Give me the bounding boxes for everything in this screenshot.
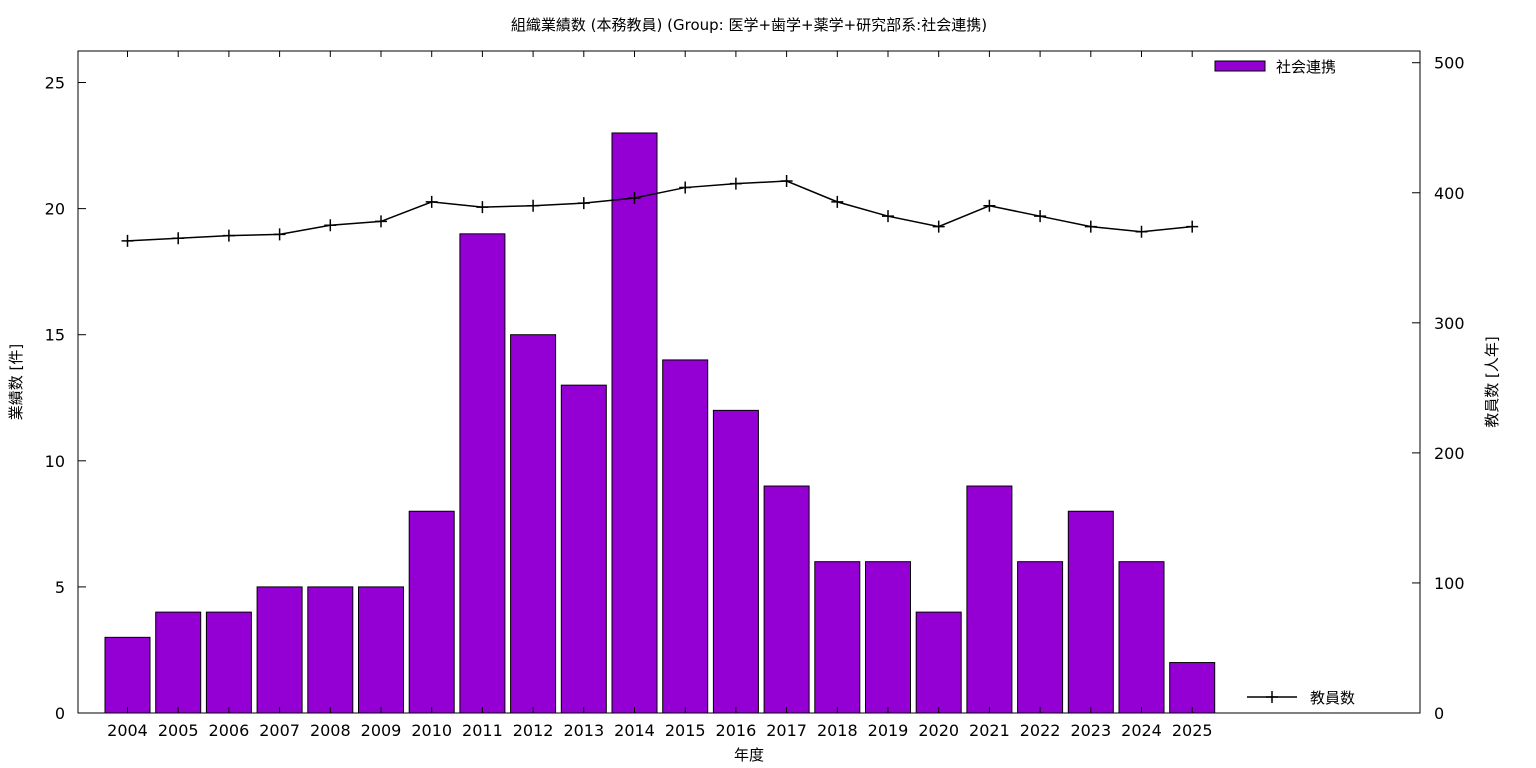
y-tick-label: 15 — [45, 326, 65, 345]
faculty-point-2015 — [679, 181, 692, 194]
faculty-point-2012 — [527, 199, 540, 212]
faculty-point-2009 — [375, 215, 387, 228]
faculty-point-2006 — [222, 229, 235, 242]
bar-2013 — [560, 384, 607, 714]
bar-2007 — [256, 586, 303, 714]
x-tick-label: 2009 — [361, 721, 402, 740]
bar-2024 — [1118, 561, 1165, 714]
x-tick-label: 2013 — [563, 721, 604, 740]
bar-2020 — [915, 611, 962, 714]
bar-2021 — [966, 485, 1013, 714]
y2-tick-label: 300 — [1434, 314, 1465, 333]
faculty-line — [127, 180, 1193, 242]
faculty-point-2004 — [121, 234, 134, 247]
x-tick-label: 2020 — [918, 721, 959, 740]
x-tick-label: 2015 — [665, 721, 706, 740]
bar-2009 — [358, 586, 404, 714]
faculty-point-2022 — [1034, 210, 1047, 223]
y-tick-label: 20 — [45, 200, 65, 219]
y2-tick-label: 400 — [1434, 184, 1465, 203]
bar-2015 — [662, 359, 709, 714]
x-tick-label: 2007 — [259, 721, 300, 740]
x-tick-label: 2018 — [817, 721, 858, 740]
faculty-point-2025 — [1186, 220, 1199, 233]
legend-line-marker — [1266, 691, 1278, 703]
bar-2018 — [814, 561, 861, 714]
faculty-point-2010 — [425, 195, 438, 208]
x-tick-label: 2016 — [716, 721, 757, 740]
faculty-point-2014 — [628, 191, 641, 204]
legend-line-entry: 教員数 — [1247, 689, 1355, 707]
y2-tick-label: 200 — [1434, 444, 1465, 463]
faculty-point-2023 — [1084, 220, 1097, 233]
bar-2005 — [155, 611, 202, 714]
y-tick-label: 10 — [45, 452, 65, 471]
x-tick-label: 2008 — [310, 721, 351, 740]
faculty-point-2013 — [577, 197, 590, 210]
x-axis-label: 年度 — [734, 746, 764, 764]
y-axis-right: 0 100 200 300 400 500 — [1412, 54, 1465, 723]
x-tick-label: 2025 — [1172, 721, 1213, 740]
faculty-point-2011 — [476, 201, 489, 214]
x-tick-label: 2011 — [462, 721, 503, 740]
faculty-point-2016 — [729, 177, 742, 190]
bar-2012 — [510, 334, 557, 714]
legend-line-label: 教員数 — [1310, 689, 1355, 707]
bar-2023 — [1067, 510, 1114, 714]
faculty-point-2007 — [273, 228, 286, 241]
x-tick-label: 2017 — [766, 721, 807, 740]
x-tick-label: 2010 — [411, 721, 452, 740]
faculty-point-2020 — [932, 220, 945, 233]
x-tick-label: 2014 — [614, 721, 655, 740]
x-tick-label: 2004 — [107, 721, 148, 740]
legend-bar-entry: 社会連携 — [1214, 58, 1336, 76]
x-tick-label: 2012 — [513, 721, 554, 740]
y-tick-label: 25 — [45, 74, 65, 93]
x-tick-label: 2023 — [1070, 721, 1111, 740]
x-tick-label: 2024 — [1121, 721, 1162, 740]
x-tick-label: 2006 — [209, 721, 250, 740]
bar-2017 — [763, 485, 810, 714]
chart-title: 組織業績数 (本務教員) (Group: 医学+歯学+薬学+研究部系:社会連携) — [511, 16, 987, 34]
faculty-point-2005 — [172, 232, 185, 245]
faculty-point-2019 — [882, 210, 894, 223]
bar-2010 — [408, 510, 455, 714]
bar-2016 — [712, 409, 759, 714]
y2-axis-label: 教員数 [人年] — [1483, 336, 1501, 427]
y2-tick-label: 500 — [1434, 54, 1465, 73]
legend-bar-swatch — [1214, 60, 1266, 72]
bar-2011 — [459, 233, 506, 714]
bar-2025 — [1169, 662, 1216, 714]
faculty-point-2018 — [831, 195, 844, 208]
x-axis: 2004 2005 2006 2007 2008 2009 2010 2011 2012 2013… — [107, 51, 1213, 740]
y-axis-left: 0 5 10 15 20 25 — [45, 74, 86, 723]
bar-2004 — [104, 636, 151, 714]
legend-bar-label: 社会連携 — [1276, 58, 1336, 76]
bar-2006 — [205, 611, 252, 714]
x-tick-label: 2019 — [868, 721, 909, 740]
y-tick-label: 0 — [55, 704, 65, 723]
y-axis-label: 業績数 [件] — [7, 344, 25, 420]
faculty-point-2024 — [1135, 225, 1148, 238]
x-tick-label: 2005 — [158, 721, 199, 740]
bar-2019 — [865, 561, 911, 714]
y-tick-label: 5 — [55, 578, 65, 597]
x-tick-label: 2021 — [969, 721, 1010, 740]
faculty-point-2008 — [324, 219, 337, 232]
faculty-point-2021 — [983, 199, 996, 212]
bar-layer — [104, 132, 1216, 714]
y2-tick-label: 0 — [1434, 704, 1444, 723]
y2-tick-label: 100 — [1434, 574, 1465, 593]
bar-2022 — [1017, 561, 1064, 714]
bar-2008 — [307, 586, 354, 714]
faculty-point-2017 — [780, 175, 793, 188]
line-layer — [121, 175, 1199, 247]
x-tick-label: 2022 — [1020, 721, 1061, 740]
bar-2014 — [611, 132, 658, 714]
